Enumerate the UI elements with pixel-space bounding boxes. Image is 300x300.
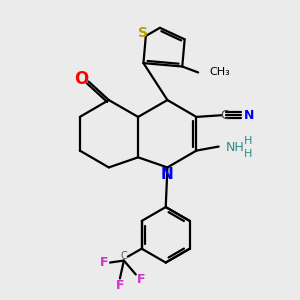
Text: NH: NH	[226, 141, 244, 154]
Text: C: C	[121, 250, 127, 261]
Text: S: S	[138, 26, 148, 40]
Text: O: O	[74, 70, 89, 88]
Text: H: H	[243, 136, 252, 146]
Text: C: C	[221, 109, 230, 122]
Text: N: N	[244, 109, 255, 122]
Text: F: F	[136, 273, 145, 286]
Text: F: F	[100, 256, 108, 269]
Text: N: N	[161, 167, 174, 182]
Text: H: H	[243, 149, 252, 160]
Text: F: F	[116, 279, 124, 292]
Text: CH₃: CH₃	[209, 68, 230, 77]
